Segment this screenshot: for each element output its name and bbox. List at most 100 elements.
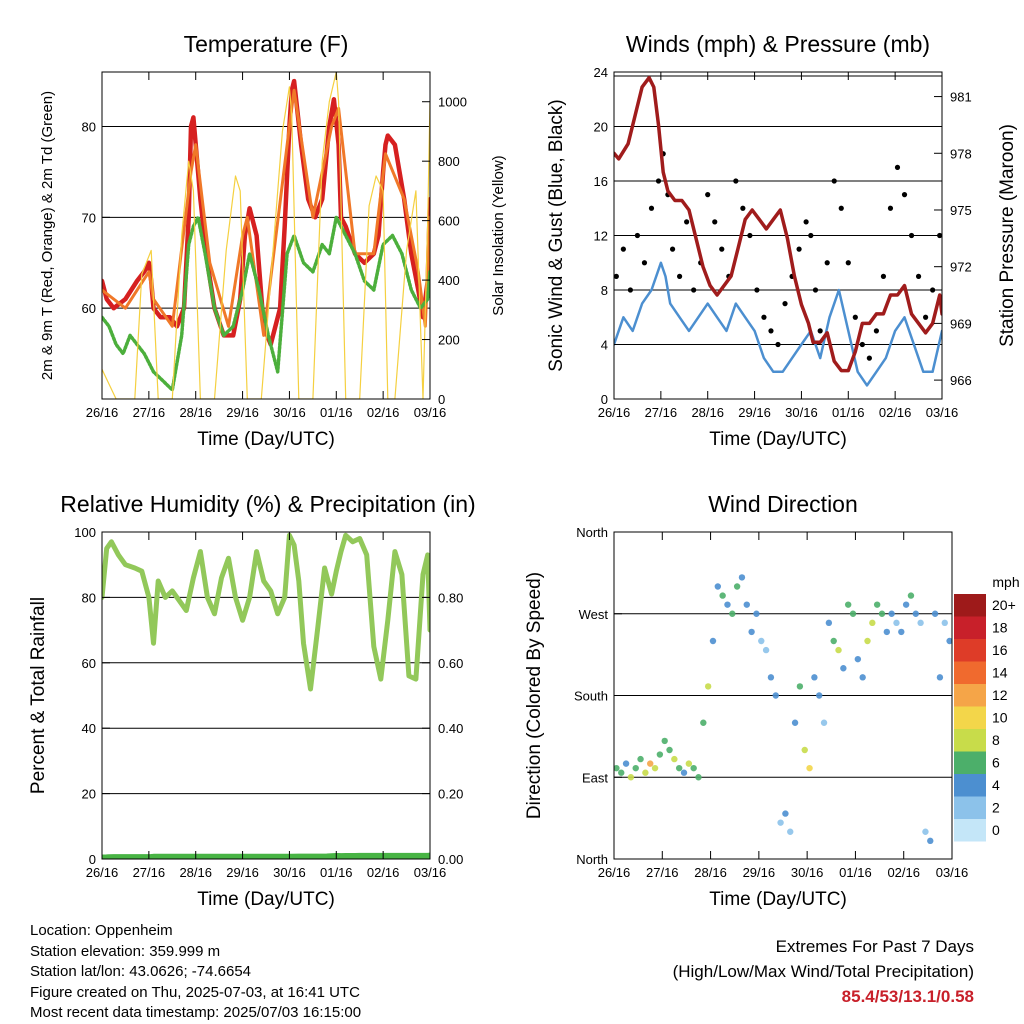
gust-point [747, 232, 753, 239]
legend-swatch [954, 751, 986, 774]
series-line [614, 75, 942, 373]
x-tick-label: 01/16 [839, 865, 872, 880]
temperature-panel: 26/16 27/16 28/16 29/16 30/16 01/16 02/16 03/16… [39, 31, 507, 450]
direction-point [825, 619, 833, 627]
x-tick-label: 02/16 [367, 865, 400, 880]
gust-point [812, 287, 819, 293]
direction-point [806, 764, 813, 772]
direction-point [675, 764, 683, 772]
direction-point [787, 828, 794, 835]
y-axis-label: Direction (Colored By Speed) [524, 572, 545, 819]
gust-point [634, 232, 641, 239]
x-tick-label: 27/16 [645, 405, 678, 420]
y-tick-label: 0 [89, 852, 96, 867]
y-tick-label: 40 [82, 721, 96, 736]
y2-tick-label: 200 [438, 333, 460, 348]
direction-point [772, 692, 779, 699]
x-tick-label: 29/16 [743, 865, 776, 880]
y-tick-label: 80 [82, 120, 96, 135]
y-tick-label: 70 [82, 210, 96, 225]
direction-point [830, 637, 837, 645]
plot-area [102, 72, 430, 399]
y2-axis-label: Solar Insolation (Yellow) [490, 155, 507, 315]
y2-tick-label: 0.40 [438, 721, 463, 736]
gust-point [873, 328, 880, 334]
station-elevation: Station elevation: 359.999 m [30, 942, 221, 960]
direction-point [936, 674, 944, 681]
x-tick-label: 29/16 [226, 405, 259, 420]
direction-point [671, 755, 678, 763]
direction-point [680, 769, 688, 776]
x-axis-label: Time (Day/UTC) [197, 889, 335, 910]
y-tick-label: 20 [82, 787, 96, 802]
x-tick-label: 29/16 [226, 865, 259, 880]
x-tick-label: 03/16 [414, 865, 447, 880]
direction-point [642, 769, 649, 776]
wind-speed-legend: mph 20+ 18 16 14 12 10 8 6 4 2 0 [954, 574, 1020, 842]
gust-point [887, 205, 894, 211]
figure-created: Figure created on Thu, 2025-07-03, at 16… [30, 983, 360, 1001]
direction-point [614, 764, 620, 772]
legend-label: 0 [992, 822, 1000, 838]
gust-point [845, 260, 851, 266]
x-tick-label: 01/16 [320, 865, 353, 880]
gust-point [691, 287, 697, 293]
gust-point [641, 260, 648, 266]
legend-swatch [954, 661, 986, 684]
gust-point [824, 260, 830, 266]
legend-label: 14 [992, 665, 1008, 681]
direction-point [796, 683, 804, 690]
direction-point [690, 764, 697, 772]
gust-point [831, 178, 837, 184]
x-axis-label: Time (Day/UTC) [709, 889, 847, 910]
x-tick-label: 02/16 [879, 405, 912, 420]
winds-pressure-panel: 26/16 27/16 28/16 29/16 30/16 01/16 02/16 03/16… [546, 31, 1018, 450]
direction-point [898, 628, 905, 636]
gust-point [761, 314, 767, 320]
y-tick-label: 8 [601, 283, 608, 298]
y2-tick-label: 972 [950, 260, 972, 275]
x-tick-label: 29/16 [738, 405, 771, 420]
direction-point [651, 764, 659, 772]
legend-swatch [954, 616, 986, 639]
legend-label: 6 [992, 755, 1000, 771]
direction-point [709, 637, 717, 645]
gust-point [908, 232, 915, 239]
y2-tick-label: 0 [438, 392, 445, 407]
station-latlon: Station lat/lon: 43.0626; -74.6654 [30, 963, 252, 980]
x-tick-label: 03/16 [414, 405, 447, 420]
legend-swatch [954, 729, 986, 752]
direction-point [801, 746, 808, 754]
x-tick-label: 26/16 [598, 865, 631, 880]
x-tick-label: 02/16 [887, 865, 920, 880]
legend-label: 10 [992, 710, 1008, 726]
extremes-values: 85.4/53/13.1/0.58 [841, 987, 974, 1006]
gust-point [859, 341, 865, 348]
direction-point [902, 601, 910, 608]
y-axis-label: Percent & Total Rainfall [28, 597, 49, 794]
y2-tick-label: 975 [950, 203, 972, 218]
legend-swatch [954, 796, 986, 819]
x-tick-label: 30/16 [791, 865, 824, 880]
legend-label: 2 [992, 800, 1000, 816]
direction-point [849, 610, 857, 617]
plot-area [614, 75, 942, 387]
direction-point [888, 610, 895, 617]
gust-point [684, 219, 690, 225]
extremes-title: Extremes For Past 7 Days [775, 937, 974, 956]
direction-point [869, 619, 876, 627]
direction-point [922, 828, 929, 835]
y2-tick-label: 966 [950, 373, 972, 388]
wind-direction-panel: 26/16 27/16 28/16 29/16 30/16 01/16 02/16 03/16… [524, 491, 968, 910]
direction-point [878, 610, 886, 617]
direction-point [941, 619, 948, 627]
direction-point [738, 574, 746, 581]
gust-point [923, 314, 929, 320]
gust-point [803, 219, 809, 225]
x-tick-label: 02/16 [367, 405, 400, 420]
gust-point [740, 205, 746, 211]
direction-point [840, 665, 847, 672]
legend-label: 20+ [992, 597, 1016, 613]
x-tick-label: 03/16 [926, 405, 959, 420]
